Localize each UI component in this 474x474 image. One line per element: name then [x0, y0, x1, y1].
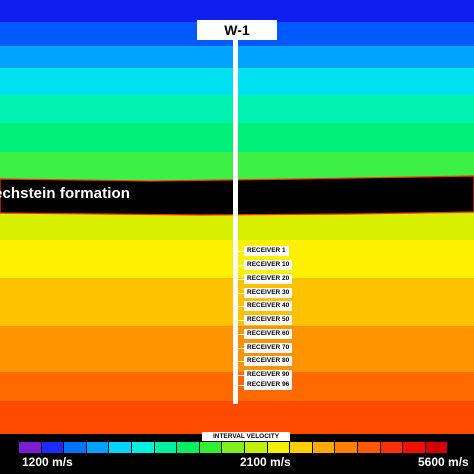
colorbar-segment	[177, 442, 200, 453]
receiver-label: RECEIVER 40	[244, 301, 293, 311]
receiver-tick	[238, 375, 244, 376]
receiver-label: RECEIVER 80	[244, 356, 293, 366]
receiver-label: RECEIVER 30	[244, 288, 293, 298]
colorbar-segment	[267, 442, 291, 453]
colorbar-segment	[19, 442, 42, 453]
colorbar-segment	[199, 442, 223, 453]
colorbar-min-label: 1200 m/s	[22, 455, 73, 469]
receiver-label: RECEIVER 20	[244, 274, 293, 284]
colorbar-segment	[380, 442, 404, 453]
receiver-tick	[238, 306, 244, 307]
receiver-tick	[238, 348, 244, 349]
receiver-label: RECEIVER 90	[244, 370, 293, 380]
receiver-label: RECEIVER 1	[244, 246, 289, 256]
velocity-layer	[0, 0, 474, 22]
colorbar-segment	[244, 442, 268, 453]
receiver-tick	[238, 293, 244, 294]
colorbar	[19, 442, 471, 453]
formation-label: echstein formation	[0, 185, 130, 202]
receiver-tick	[238, 385, 244, 386]
colorbar-segment	[312, 442, 336, 453]
receiver-tick	[238, 334, 244, 335]
velocity-layer	[0, 401, 474, 434]
receiver-label: RECEIVER 60	[244, 329, 293, 339]
well-trajectory	[233, 38, 238, 404]
colorbar-title: INTERVAL VELOCITY	[202, 432, 290, 441]
colorbar-segment	[154, 442, 178, 453]
colorbar-segment	[109, 442, 132, 453]
well-label: W-1	[197, 20, 277, 40]
colorbar-segment	[403, 442, 426, 453]
receiver-label: RECEIVER 10	[244, 260, 293, 270]
colorbar-segment	[357, 442, 381, 453]
colorbar-segment	[86, 442, 110, 453]
receiver-tick	[238, 279, 244, 280]
receiver-label: RECEIVER 96	[244, 380, 293, 390]
receiver-tick	[238, 361, 244, 362]
colorbar-segment	[64, 442, 87, 453]
colorbar-max-label: 5600 m/s	[418, 455, 469, 469]
colorbar-segment	[425, 442, 449, 453]
receiver-label: RECEIVER 50	[244, 315, 293, 325]
colorbar-mid-label: 2100 m/s	[240, 455, 291, 469]
colorbar-segment	[222, 442, 245, 453]
receiver-tick	[238, 265, 244, 266]
receiver-tick	[238, 251, 244, 252]
colorbar-segment	[290, 442, 313, 453]
colorbar-segment	[41, 442, 65, 453]
colorbar-segment	[448, 442, 471, 453]
receiver-tick	[238, 320, 244, 321]
colorbar-segment	[335, 442, 358, 453]
receiver-label: RECEIVER 70	[244, 343, 293, 353]
colorbar-segment	[131, 442, 155, 453]
